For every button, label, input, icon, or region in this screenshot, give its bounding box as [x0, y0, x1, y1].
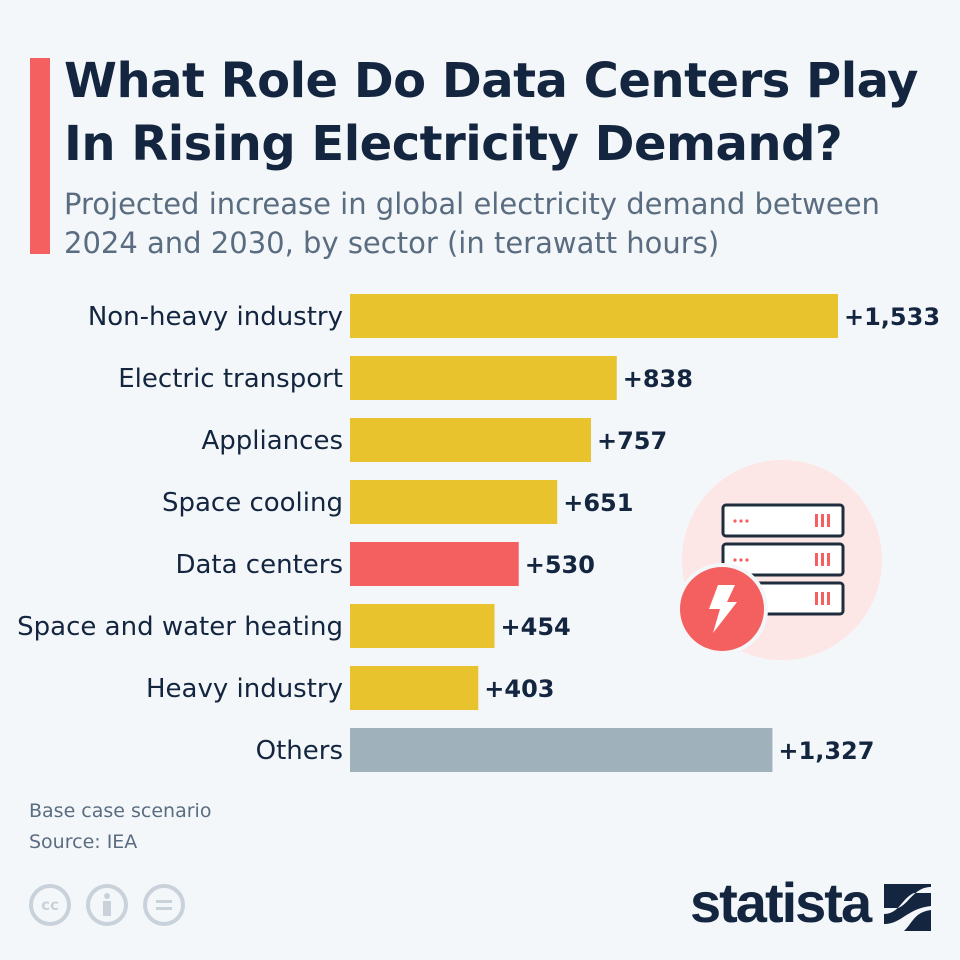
- chart-subtitle: Projected increase in global electricity…: [64, 187, 880, 260]
- bar: [350, 480, 558, 524]
- title-accent-bar: [30, 58, 50, 254]
- category-label: Space cooling: [162, 488, 343, 518]
- bar: [350, 728, 773, 772]
- category-label: Electric transport: [118, 364, 343, 394]
- bar: [350, 356, 617, 400]
- chart-title: What Role Do Data Centers Play In Rising…: [64, 53, 918, 172]
- value-label: +757: [597, 427, 667, 455]
- server-illustration: [676, 460, 882, 660]
- value-label: +651: [563, 489, 633, 517]
- source: Source: IEA: [29, 831, 138, 853]
- statista-logo-mark-icon: [884, 884, 931, 931]
- category-label: Data centers: [175, 550, 343, 580]
- lightning-icon: [676, 563, 768, 655]
- category-label: Space and water heating: [17, 612, 343, 642]
- attribution-icon[interactable]: [86, 884, 128, 926]
- value-label: +1,533: [844, 303, 940, 331]
- footnote: Base case scenario: [29, 800, 212, 822]
- bar: [350, 418, 591, 462]
- bar: [350, 604, 495, 648]
- value-label: +838: [623, 365, 693, 393]
- value-label: +403: [484, 675, 554, 703]
- bar: [350, 666, 479, 710]
- category-label: Appliances: [202, 426, 344, 456]
- statista-logo[interactable]: statista: [690, 871, 872, 934]
- value-label: +1,327: [778, 737, 874, 765]
- category-label: Non-heavy industry: [88, 302, 343, 332]
- category-label: Heavy industry: [146, 674, 343, 704]
- bar: [350, 294, 838, 338]
- cc-icon[interactable]: cc: [29, 884, 71, 926]
- bar: [350, 542, 519, 586]
- value-label: +454: [501, 613, 571, 641]
- no-derivatives-icon[interactable]: [143, 884, 185, 926]
- category-label: Others: [256, 736, 343, 766]
- value-label: +530: [525, 551, 595, 579]
- bar-chart: Non-heavy industry +1,533 Electric transpo…: [17, 294, 940, 772]
